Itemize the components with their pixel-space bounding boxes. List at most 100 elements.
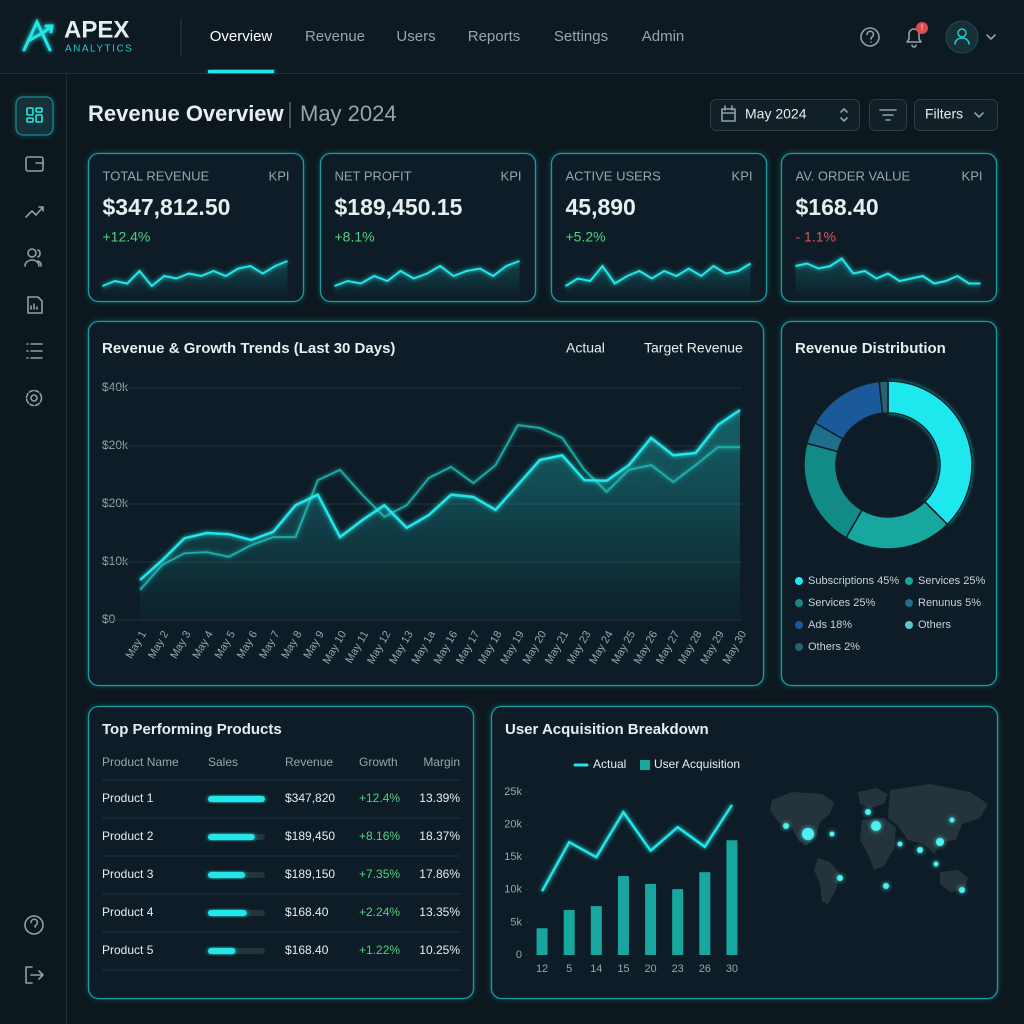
nav-item[interactable]: Settings xyxy=(554,28,608,45)
table-header: Growth xyxy=(359,755,398,769)
donut-slice xyxy=(878,380,889,415)
line xyxy=(541,804,733,892)
y-tick-label: $40k xyxy=(102,380,129,394)
legend-label: Others xyxy=(918,619,952,631)
kpi-value: $168.40 xyxy=(796,194,879,220)
bar xyxy=(672,889,684,955)
legend-dot xyxy=(795,599,803,607)
kpi-tag: KPI xyxy=(962,168,983,183)
sparkline-area xyxy=(565,263,751,296)
y-tick-label: 25k xyxy=(504,786,522,798)
trend-title: Revenue & Growth Trends (Last 30 Days) xyxy=(102,340,395,357)
kpi-cards: TOTAL REVENUE KPI $347,812.50 +12.4% NET PRO… xyxy=(87,152,998,303)
y-tick-label: 5k xyxy=(510,916,522,928)
table-header: Product Name xyxy=(102,755,179,769)
bar xyxy=(590,906,602,955)
kpi-card xyxy=(550,152,768,303)
page-title: Revenue Overview xyxy=(88,101,285,126)
product-revenue: $189,450 xyxy=(285,829,335,843)
line xyxy=(139,408,741,581)
sales-bar xyxy=(208,910,247,916)
x-tick-label: 30 xyxy=(726,963,738,975)
sparkline xyxy=(564,262,752,287)
y-tick-label: $20k xyxy=(102,438,129,452)
sidebar-icons[interactable] xyxy=(24,107,44,984)
legend-label: Actual xyxy=(593,757,626,771)
legend-label: Subscriptions 45% xyxy=(808,575,899,587)
kpi-tag: KPI xyxy=(269,168,290,183)
calendar-icon xyxy=(721,105,736,122)
kpi-label: NET PROFIT xyxy=(335,168,412,183)
y-tick-label: $10k xyxy=(102,554,129,568)
nav-item[interactable]: Admin xyxy=(642,28,685,45)
kpi-change: - 1.1% xyxy=(796,229,836,245)
sidebar-active[interactable] xyxy=(15,96,54,136)
bar xyxy=(726,840,738,955)
product-revenue: $168.40 xyxy=(285,905,329,919)
product-revenue: $189,150 xyxy=(285,867,335,881)
header xyxy=(0,0,1024,73)
kpi-change: +5.2% xyxy=(566,229,606,245)
nav-item[interactable]: Revenue xyxy=(305,28,365,45)
product-revenue: $168.40 xyxy=(285,943,329,957)
help-icon[interactable] xyxy=(860,27,880,47)
kpi-card xyxy=(87,152,305,303)
legend-dot xyxy=(905,621,913,629)
product-growth: +8.16% xyxy=(359,829,400,843)
sparkline-area xyxy=(102,261,288,296)
bell-icon[interactable] xyxy=(906,28,922,48)
sales-bar xyxy=(208,948,236,954)
product-margin: 10.25% xyxy=(419,943,460,957)
legend-dot xyxy=(795,643,803,651)
table-header: Sales xyxy=(208,755,238,769)
nav-item[interactable]: Overview xyxy=(210,28,273,45)
filter-icon xyxy=(879,109,897,121)
bar xyxy=(617,876,629,955)
kpi-card xyxy=(319,152,537,303)
product-name: Product 2 xyxy=(102,829,154,843)
chevron xyxy=(974,112,984,118)
badge-text: ! xyxy=(921,24,923,33)
product-margin: 18.37% xyxy=(419,829,460,843)
nav-item[interactable]: Users xyxy=(396,28,435,45)
kpi-label: AV. ORDER VALUE xyxy=(796,168,911,183)
map-dots xyxy=(783,809,965,893)
logo-sub: ANALYTICS xyxy=(65,44,133,55)
y-tick-label: $20k xyxy=(102,496,129,510)
bar xyxy=(699,872,711,955)
legend-dot xyxy=(795,621,803,629)
date-picker[interactable] xyxy=(710,99,860,131)
kpi-value: $347,812.50 xyxy=(103,194,231,220)
products-title: Top Performing Products xyxy=(102,721,282,738)
filters-dropdown[interactable] xyxy=(914,99,998,131)
x-tick-label: 12 xyxy=(536,963,548,975)
legend-dot xyxy=(905,599,913,607)
table-header: Margin xyxy=(423,755,460,769)
legend-label: Services 25% xyxy=(918,575,985,587)
kpi-tag: KPI xyxy=(501,168,522,183)
sales-bar xyxy=(208,796,265,802)
date-picker-text: May 2024 xyxy=(745,106,807,122)
donut-slice xyxy=(887,380,973,526)
table-header: Revenue xyxy=(285,755,333,769)
filters-text: Filters xyxy=(925,106,963,122)
product-name: Product 4 xyxy=(102,905,154,919)
avatar[interactable] xyxy=(945,20,996,54)
product-revenue: $347,820 xyxy=(285,791,335,805)
y-tick-label: 0 xyxy=(516,949,522,961)
legend-label: User Acquisition xyxy=(654,757,740,771)
sparkline-area xyxy=(795,258,981,296)
sparkline xyxy=(795,257,981,285)
kpi-label: ACTIVE USERS xyxy=(566,168,662,183)
sparkline xyxy=(334,260,520,287)
nav-item[interactable]: Reports xyxy=(468,28,521,45)
sales-bar xyxy=(208,834,255,840)
product-margin: 17.86% xyxy=(419,867,460,881)
area xyxy=(140,410,740,620)
y-tick-label: 15k xyxy=(504,851,522,863)
legend-label: Target Revenue xyxy=(644,340,743,356)
product-margin: 13.39% xyxy=(419,791,460,805)
legend-label: Services 25% xyxy=(808,597,875,609)
bar xyxy=(563,910,575,955)
